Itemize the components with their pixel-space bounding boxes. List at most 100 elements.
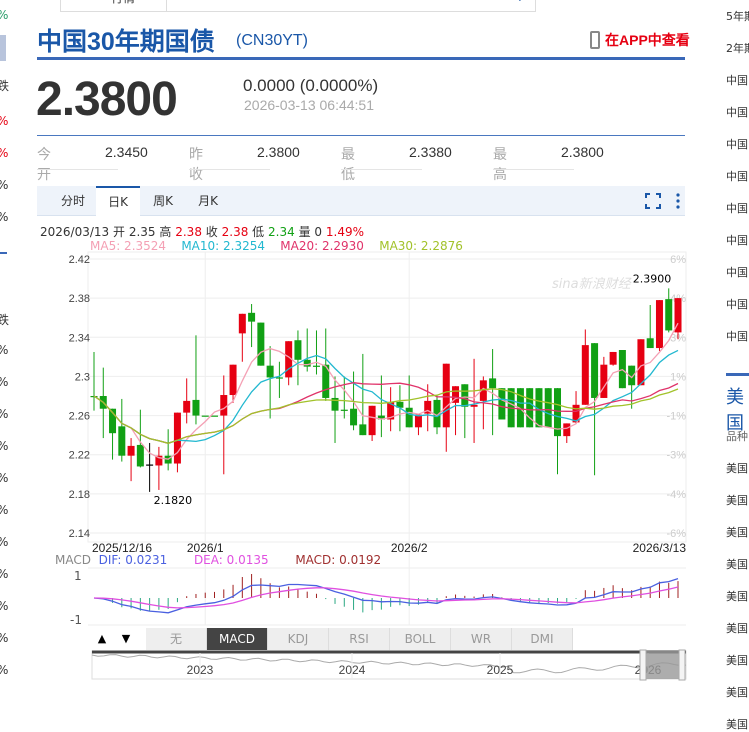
candle[interactable] (266, 346, 274, 419)
candle[interactable] (238, 313, 246, 362)
right-list-item[interactable]: 美国 (726, 654, 748, 667)
candle[interactable] (155, 446, 163, 490)
candle[interactable] (192, 335, 200, 425)
candle[interactable] (563, 423, 571, 443)
candle[interactable] (433, 395, 441, 435)
right-list-item[interactable]: 美国 (726, 494, 748, 507)
candle[interactable] (387, 387, 395, 432)
right-list-item[interactable]: 美国 (726, 590, 748, 603)
right-list-item[interactable]: 中国 (726, 298, 748, 311)
candle[interactable] (628, 365, 636, 409)
navigator-left-handle[interactable] (639, 649, 647, 681)
candle[interactable] (368, 405, 376, 442)
right-list-item[interactable]: 美国 (726, 558, 748, 571)
tab-monthly-k[interactable]: 月K (198, 194, 218, 208)
candle[interactable] (127, 438, 135, 482)
right-list-item[interactable]: 美国 (726, 686, 748, 699)
indicator-tab-boll[interactable]: BOLL (390, 628, 451, 650)
candle[interactable] (136, 409, 144, 468)
candle[interactable] (452, 386, 460, 436)
candle[interactable] (554, 388, 561, 475)
candle[interactable] (173, 412, 181, 473)
candle[interactable] (665, 288, 673, 333)
candle[interactable] (90, 351, 98, 411)
candle[interactable] (572, 391, 580, 424)
candle[interactable] (229, 364, 237, 403)
candle[interactable] (414, 414, 422, 436)
search-category[interactable]: 行情 (111, 0, 135, 6)
candle[interactable] (164, 429, 172, 471)
right-list-item[interactable]: 中国 (726, 74, 748, 87)
right-list-item[interactable]: 中国 (726, 266, 748, 279)
candle[interactable] (655, 300, 663, 351)
indicator-tab-rsi[interactable]: RSI (329, 628, 390, 650)
tab-intraday[interactable]: 分时 (60, 194, 85, 208)
search-bar[interactable]: 行情 ⚲ (60, 0, 536, 12)
candle[interactable] (646, 304, 654, 349)
search-icon[interactable]: ⚲ (515, 0, 525, 3)
fullscreen-icon[interactable] (645, 193, 661, 209)
candle[interactable] (405, 375, 413, 428)
right-list-item[interactable]: 美国 (726, 718, 748, 731)
navigator-right-handle[interactable] (678, 649, 686, 681)
indicator-tab-dmi[interactable]: DMI (512, 628, 573, 650)
right-list-item[interactable]: 美国 (726, 462, 748, 475)
tab-weekly-k[interactable]: 周K (153, 194, 173, 208)
candle[interactable] (220, 375, 228, 475)
indicator-tab-无[interactable]: 无 (146, 628, 207, 650)
right-list-item[interactable]: 中国 (726, 234, 748, 247)
candle[interactable] (489, 349, 497, 436)
candle[interactable] (581, 329, 589, 405)
right-list-item[interactable]: 中国 (726, 202, 748, 215)
right-list-item[interactable]: 美国 (726, 622, 748, 635)
candle[interactable] (544, 388, 552, 428)
move-down-button[interactable]: ▼ (121, 632, 131, 645)
right-list-item[interactable]: 中国 (726, 138, 748, 151)
candle[interactable] (637, 339, 645, 386)
right-list-item[interactable]: 中国 (726, 330, 748, 343)
candle[interactable] (600, 356, 608, 398)
candle[interactable] (146, 442, 154, 492)
indicator-tab-wr[interactable]: WR (451, 628, 512, 650)
navigator-selection[interactable] (646, 651, 679, 679)
candle[interactable] (322, 328, 330, 401)
candle[interactable] (201, 415, 209, 417)
candle[interactable] (498, 388, 506, 420)
candle[interactable] (674, 298, 682, 340)
candle[interactable] (211, 415, 219, 417)
candle[interactable] (516, 388, 524, 428)
candle[interactable] (442, 363, 450, 452)
candle[interactable] (312, 330, 320, 375)
navigator[interactable] (91, 650, 687, 680)
candle[interactable] (461, 384, 469, 439)
right-list-item[interactable]: 品种 (726, 430, 748, 443)
candle[interactable] (470, 358, 478, 443)
open-in-app-link[interactable]: 在APP中查看 (590, 30, 690, 50)
right-list-item[interactable]: 2年期 (726, 42, 749, 55)
indicator-tab-kdj[interactable]: KDJ (268, 628, 329, 650)
more-options-icon[interactable] (675, 192, 681, 210)
candle[interactable] (257, 322, 265, 366)
candle[interactable] (183, 378, 191, 424)
candle[interactable] (340, 376, 348, 419)
candle[interactable] (109, 408, 117, 460)
candle[interactable] (275, 361, 283, 398)
candle[interactable] (526, 388, 534, 428)
candle[interactable] (609, 351, 617, 366)
candle[interactable] (359, 353, 367, 436)
candle[interactable] (377, 375, 385, 438)
ma20-value: MA20: 2.2930 (280, 239, 364, 253)
tab-daily-k[interactable]: 日K (96, 186, 140, 217)
right-list-item[interactable]: 中国 (726, 170, 748, 183)
candle[interactable] (294, 330, 302, 386)
right-list-item[interactable]: 5年期 (726, 10, 749, 23)
candle[interactable] (118, 398, 126, 462)
candle[interactable] (248, 304, 256, 348)
indicator-tab-macd[interactable]: MACD (207, 628, 268, 650)
candle[interactable] (285, 341, 293, 386)
move-up-button[interactable]: ▲ (97, 632, 107, 645)
candle[interactable] (535, 388, 543, 428)
right-list-item[interactable]: 中国 (726, 106, 748, 119)
right-list-item[interactable]: 美国 (726, 526, 748, 539)
